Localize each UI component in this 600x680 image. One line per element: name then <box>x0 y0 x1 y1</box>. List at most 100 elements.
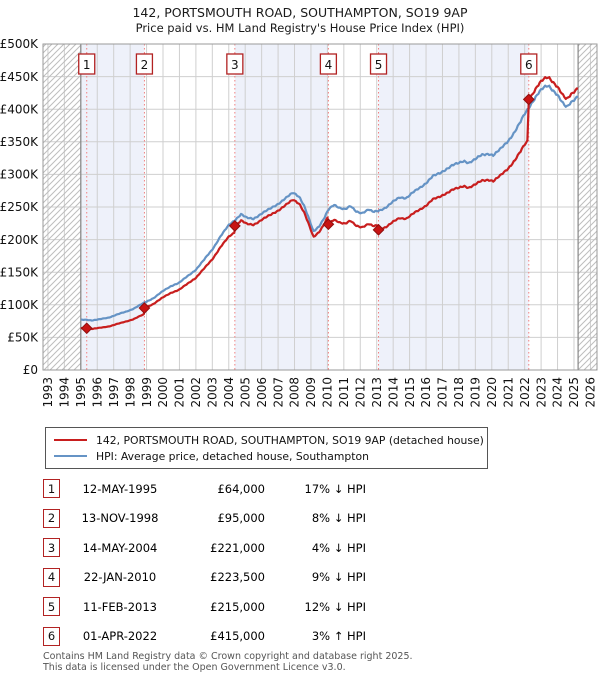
sale-date: 14-MAY-2004 <box>82 540 158 555</box>
sale-number-badge: 2 <box>43 508 60 528</box>
sale-row: 6 01-APR-2022 £415,000 3% ↑ HPI <box>43 622 373 652</box>
x-tick-label: 2016 <box>419 377 433 408</box>
svg-text:6: 6 <box>525 58 533 72</box>
sale-row: 2 13-NOV-1998 £95,000 8% ↓ HPI <box>43 504 373 534</box>
sale-price: £64,000 <box>217 481 265 496</box>
legend-item-hpi: HPI: Average price, detached house, Sout… <box>54 448 479 464</box>
svg-text:5: 5 <box>375 58 383 72</box>
sale-row: 1 12-MAY-1995 £64,000 17% ↓ HPI <box>43 474 373 504</box>
sale-number-badge: 6 <box>43 626 60 646</box>
page-title: 142, PORTSMOUTH ROAD, SOUTHAMPTON, SO19 … <box>132 5 468 20</box>
sale-hpi-relative: 12% ↓ HPI <box>304 599 366 614</box>
x-tick-label: 1999 <box>140 377 154 408</box>
x-tick-label: 2018 <box>452 377 466 408</box>
sale-number-box <box>135 53 154 75</box>
sale-number-box <box>369 53 388 75</box>
sale-hpi-relative: 17% ↓ HPI <box>304 481 366 496</box>
sale-marker-diamond <box>372 223 385 236</box>
x-tick-label: 2012 <box>353 377 367 408</box>
sale-date: 12-MAY-1995 <box>82 481 158 496</box>
sale-price: £223,500 <box>210 570 265 585</box>
sale-row: 3 14-MAY-2004 £221,000 4% ↓ HPI <box>43 533 373 563</box>
x-tick-label: 2025 <box>567 377 581 408</box>
svg-text:4: 4 <box>325 58 333 72</box>
x-tick-label: 1994 <box>58 377 72 408</box>
sale-marker-diamond <box>80 322 93 335</box>
x-tick-label: 2010 <box>321 377 335 408</box>
y-tick-label: £100K <box>0 298 39 312</box>
no-data-hatch <box>43 44 81 370</box>
x-tick-label: 2013 <box>370 377 384 408</box>
y-tick-label: £500K <box>0 37 39 51</box>
sale-date: 11-FEB-2013 <box>83 599 157 614</box>
x-tick-label: 2011 <box>337 377 351 408</box>
x-tick-label: 2009 <box>304 377 318 408</box>
x-tick-label: 2023 <box>534 377 548 408</box>
chart-legend: 142, PORTSMOUTH ROAD, SOUTHAMPTON, SO19 … <box>45 427 488 469</box>
y-tick-label: £300K <box>0 168 39 182</box>
x-tick-label: 2020 <box>485 377 499 408</box>
sale-price: £415,000 <box>210 629 265 644</box>
x-tick-label: 2007 <box>271 377 285 408</box>
x-tick-label: 2017 <box>436 377 450 408</box>
svg-text:3: 3 <box>231 58 239 72</box>
svg-text:2: 2 <box>141 58 149 72</box>
sale-price: £95,000 <box>217 511 265 526</box>
sale-date: 01-APR-2022 <box>82 629 158 644</box>
legend-item-property: 142, PORTSMOUTH ROAD, SOUTHAMPTON, SO19 … <box>54 432 484 448</box>
x-tick-label: 2022 <box>518 377 532 408</box>
x-tick-label: 2024 <box>551 377 565 408</box>
sale-number-box <box>319 53 338 75</box>
sale-hpi-relative: 9% ↓ HPI <box>311 570 366 585</box>
no-data-hatch <box>578 44 597 370</box>
x-tick-label: 2005 <box>238 377 252 408</box>
x-tick-label: 1997 <box>107 377 121 408</box>
y-tick-label: £50K <box>7 331 39 345</box>
hpi-line <box>80 84 579 322</box>
x-tick-label: 1996 <box>90 377 104 408</box>
x-tick-label: 1995 <box>74 377 88 408</box>
footer-line-1: Contains HM Land Registry data © Crown c… <box>43 651 413 662</box>
sale-hpi-relative: 3% ↑ HPI <box>311 629 366 644</box>
x-tick-label: 2014 <box>386 377 400 408</box>
sale-hpi-relative: 8% ↓ HPI <box>311 511 366 526</box>
sale-number-box <box>226 53 244 75</box>
y-tick-label: £250K <box>0 200 39 214</box>
y-tick-label: £150K <box>0 265 39 279</box>
sales-table: 1 12-MAY-1995 £64,000 17% ↓ HPI 2 13-NOV-1998… <box>43 474 373 651</box>
sale-row: 5 11-FEB-2013 £215,000 12% ↓ HPI <box>43 592 373 622</box>
x-tick-label: 2019 <box>469 377 483 408</box>
sale-price: £221,000 <box>210 540 265 555</box>
footer-line-2: This data is licensed under the Open Gov… <box>43 662 346 674</box>
y-tick-label: £450K <box>0 70 39 84</box>
x-tick-label: 2026 <box>584 377 598 408</box>
y-tick-label: £400K <box>0 102 39 116</box>
sale-number-badge: 4 <box>43 567 60 587</box>
x-tick-label: 2000 <box>156 377 170 408</box>
price-history-chart: 1 2 3 4 5 6 £0 £50K £100K £150K £200K £250K £300K £35… <box>0 37 598 408</box>
sale-marker-diamond <box>228 220 241 232</box>
sale-date: 22-JAN-2010 <box>83 570 157 585</box>
legend-label-hpi: HPI: Average price, detached house, Sout… <box>96 449 369 463</box>
svg-text:1: 1 <box>83 58 91 72</box>
sale-marker-diamond <box>138 302 151 314</box>
x-tick-label: 2003 <box>206 377 220 408</box>
y-tick-label: £350K <box>0 135 39 149</box>
x-tick-label: 1998 <box>123 377 137 408</box>
x-tick-label: 2001 <box>173 377 187 408</box>
property-line-swatch <box>54 439 87 441</box>
sale-number-badge: 1 <box>43 479 60 499</box>
page-subtitle: Price paid vs. HM Land Registry's House … <box>135 21 465 35</box>
sale-marker-diamond <box>522 93 535 106</box>
sale-date: 13-NOV-1998 <box>81 511 159 526</box>
hpi-line-swatch <box>54 455 87 457</box>
license-footer: Contains HM Land Registry data © Crown c… <box>43 651 413 673</box>
sale-number-badge: 3 <box>43 538 60 558</box>
x-tick-label: 2021 <box>501 377 515 408</box>
x-tick-label: 2015 <box>403 377 417 408</box>
sale-marker-diamond <box>322 218 335 231</box>
sale-number-box <box>78 53 96 75</box>
x-tick-label: 2004 <box>222 377 236 408</box>
x-tick-label: 2006 <box>255 377 269 408</box>
